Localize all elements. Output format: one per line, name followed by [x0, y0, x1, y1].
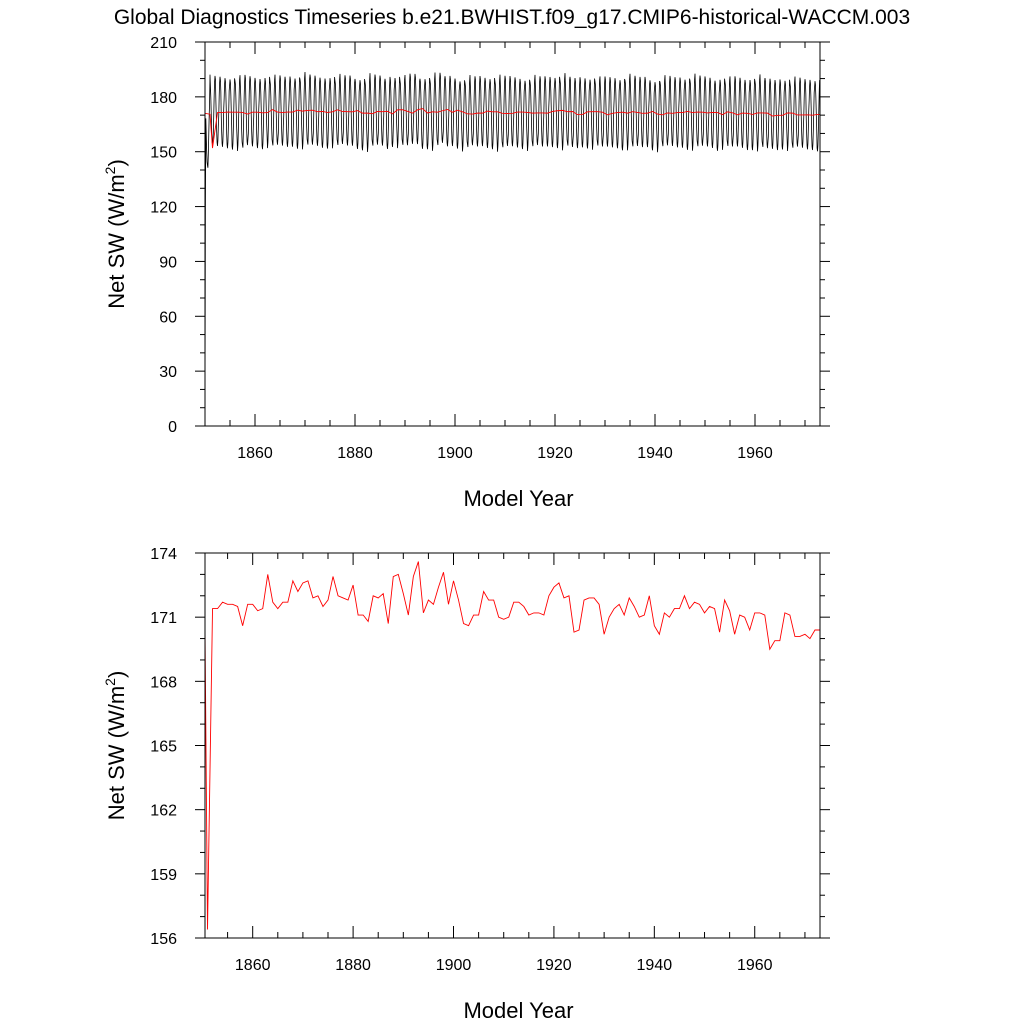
y-tick-label: 0: [168, 419, 177, 436]
x-tick-label: 1900: [436, 957, 472, 974]
x-tick-label: 1960: [737, 445, 773, 462]
annual-mean-timeseries-panel: 1860 1880 1900 1920 1940 1960 156 159 162 165 168 1…: [102, 546, 830, 1023]
y-axis-title-close: ): [104, 671, 129, 678]
x-tick-label: 1940: [637, 957, 673, 974]
x-tick-label: 1960: [737, 957, 773, 974]
y-axis-title-main: Net SW (W/m: [104, 686, 129, 820]
y-tick-label: 60: [159, 309, 177, 326]
y-axis-title-close: ): [104, 159, 129, 166]
x-axis-title: Model Year: [463, 486, 573, 511]
y-tick-label: 171: [150, 610, 177, 627]
monthly-series-line: [205, 72, 820, 412]
y-axis-title: Net SW (W/m2): [102, 159, 129, 309]
x-tick-label: 1900: [437, 445, 473, 462]
y-tick-label: 210: [150, 35, 177, 52]
y-tick-label: 120: [150, 200, 177, 217]
y-tick-label: 30: [159, 364, 177, 381]
monthly-timeseries-panel: 1860 1880 1900 1920 1940 1960 0 30 60 90 120 150 180…: [102, 35, 830, 511]
page-title: Global Diagnostics Timeseries b.e21.BWHI…: [114, 6, 910, 29]
x-axis-title: Model Year: [463, 998, 573, 1023]
x-tick-label: 1860: [235, 957, 271, 974]
x-tick-label: 1860: [237, 445, 273, 462]
y-tick-label: 180: [150, 90, 177, 107]
y-tick-label: 165: [150, 739, 177, 756]
x-tick-label: 1880: [335, 957, 371, 974]
y-axis-title-main: Net SW (W/m: [104, 174, 129, 308]
y-tick-label: 168: [150, 674, 177, 691]
annual-mean-series-line: [205, 561, 820, 930]
y-axis-title-superscript: 2: [102, 166, 118, 174]
plot-area: [205, 561, 820, 930]
x-tick-label: 1920: [537, 445, 573, 462]
annual-mean-series-line: [205, 108, 820, 149]
y-axis-title: Net SW (W/m2): [102, 671, 129, 821]
plot-frame: [204, 552, 821, 939]
plot-frame: [204, 41, 821, 427]
y-tick-label: 159: [150, 867, 177, 884]
x-tick-label: 1920: [536, 957, 572, 974]
y-tick-label: 156: [150, 931, 177, 948]
y-tick-label: 90: [159, 254, 177, 271]
y-tick-label: 174: [150, 546, 177, 563]
x-tick-label: 1880: [337, 445, 373, 462]
y-tick-label: 162: [150, 803, 177, 820]
x-tick-label: 1940: [637, 445, 673, 462]
plot-area: [205, 72, 820, 412]
y-axis-title-superscript: 2: [102, 678, 118, 686]
y-tick-label: 150: [150, 145, 177, 162]
